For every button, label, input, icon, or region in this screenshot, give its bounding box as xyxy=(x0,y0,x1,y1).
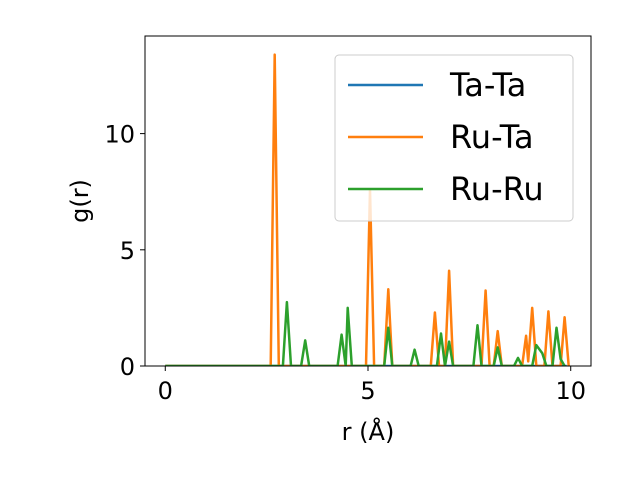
series-layer xyxy=(165,53,570,366)
y-tick-label: 10 xyxy=(104,121,135,149)
x-tick-label: 10 xyxy=(555,377,586,405)
ticks-layer: 0 5 10 0 5 10 xyxy=(104,121,586,405)
series-line-ru-ta xyxy=(165,53,570,366)
x-tick-label: 0 xyxy=(158,377,173,405)
series-line-ru-ru xyxy=(165,300,566,366)
legend: Ta-Ta Ru-Ta Ru-Ru xyxy=(334,54,574,222)
y-axis-label: g(r) xyxy=(66,179,94,223)
y-tick-label: 0 xyxy=(120,353,135,381)
y-tick-label: 5 xyxy=(120,237,135,265)
x-axis-label: r (Å) xyxy=(342,417,395,446)
legend-label-ru-ru: Ru-Ru xyxy=(450,170,544,208)
legend-label-ru-ta: Ru-Ta xyxy=(450,118,534,156)
legend-box xyxy=(334,54,574,222)
legend-label-ta-ta: Ta-Ta xyxy=(449,66,526,104)
x-tick-label: 5 xyxy=(360,377,375,405)
